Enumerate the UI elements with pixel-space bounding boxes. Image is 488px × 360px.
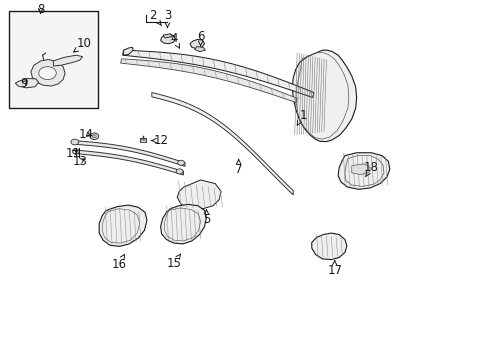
Text: 3: 3 [163,9,171,27]
Text: 15: 15 [166,254,181,270]
Text: 11: 11 [65,147,80,159]
Text: 16: 16 [111,255,126,271]
Polygon shape [189,40,204,49]
Polygon shape [163,34,172,38]
Text: 14: 14 [79,127,93,141]
Polygon shape [15,78,39,88]
Polygon shape [177,180,221,209]
Polygon shape [194,46,205,51]
Polygon shape [121,59,297,103]
Text: 8: 8 [37,3,44,16]
Text: 6: 6 [197,30,204,46]
Text: 10: 10 [74,37,92,52]
Polygon shape [74,150,183,175]
Polygon shape [160,204,206,244]
Text: 5: 5 [203,210,210,226]
Bar [9,12,98,108]
Polygon shape [337,153,389,189]
Text: 12: 12 [151,134,169,147]
Polygon shape [99,205,147,246]
Circle shape [92,135,96,138]
Text: 1: 1 [297,109,306,125]
Circle shape [39,67,56,80]
Polygon shape [152,93,293,195]
Circle shape [176,169,183,174]
Polygon shape [351,164,369,175]
Circle shape [90,133,99,139]
Polygon shape [311,233,346,260]
Text: 2: 2 [149,9,161,26]
Text: 17: 17 [326,261,342,277]
Text: 9: 9 [20,77,28,90]
Polygon shape [73,140,184,166]
Circle shape [177,160,184,165]
Polygon shape [53,55,82,66]
Polygon shape [160,35,175,44]
Text: 7: 7 [234,159,242,176]
Polygon shape [123,47,133,55]
Text: 13: 13 [72,155,87,168]
Polygon shape [31,59,65,86]
Text: 18: 18 [363,161,378,177]
Text: 4: 4 [170,32,179,48]
Polygon shape [140,138,146,142]
Polygon shape [292,50,356,141]
Circle shape [71,139,79,145]
Polygon shape [122,50,313,98]
Circle shape [72,149,79,154]
